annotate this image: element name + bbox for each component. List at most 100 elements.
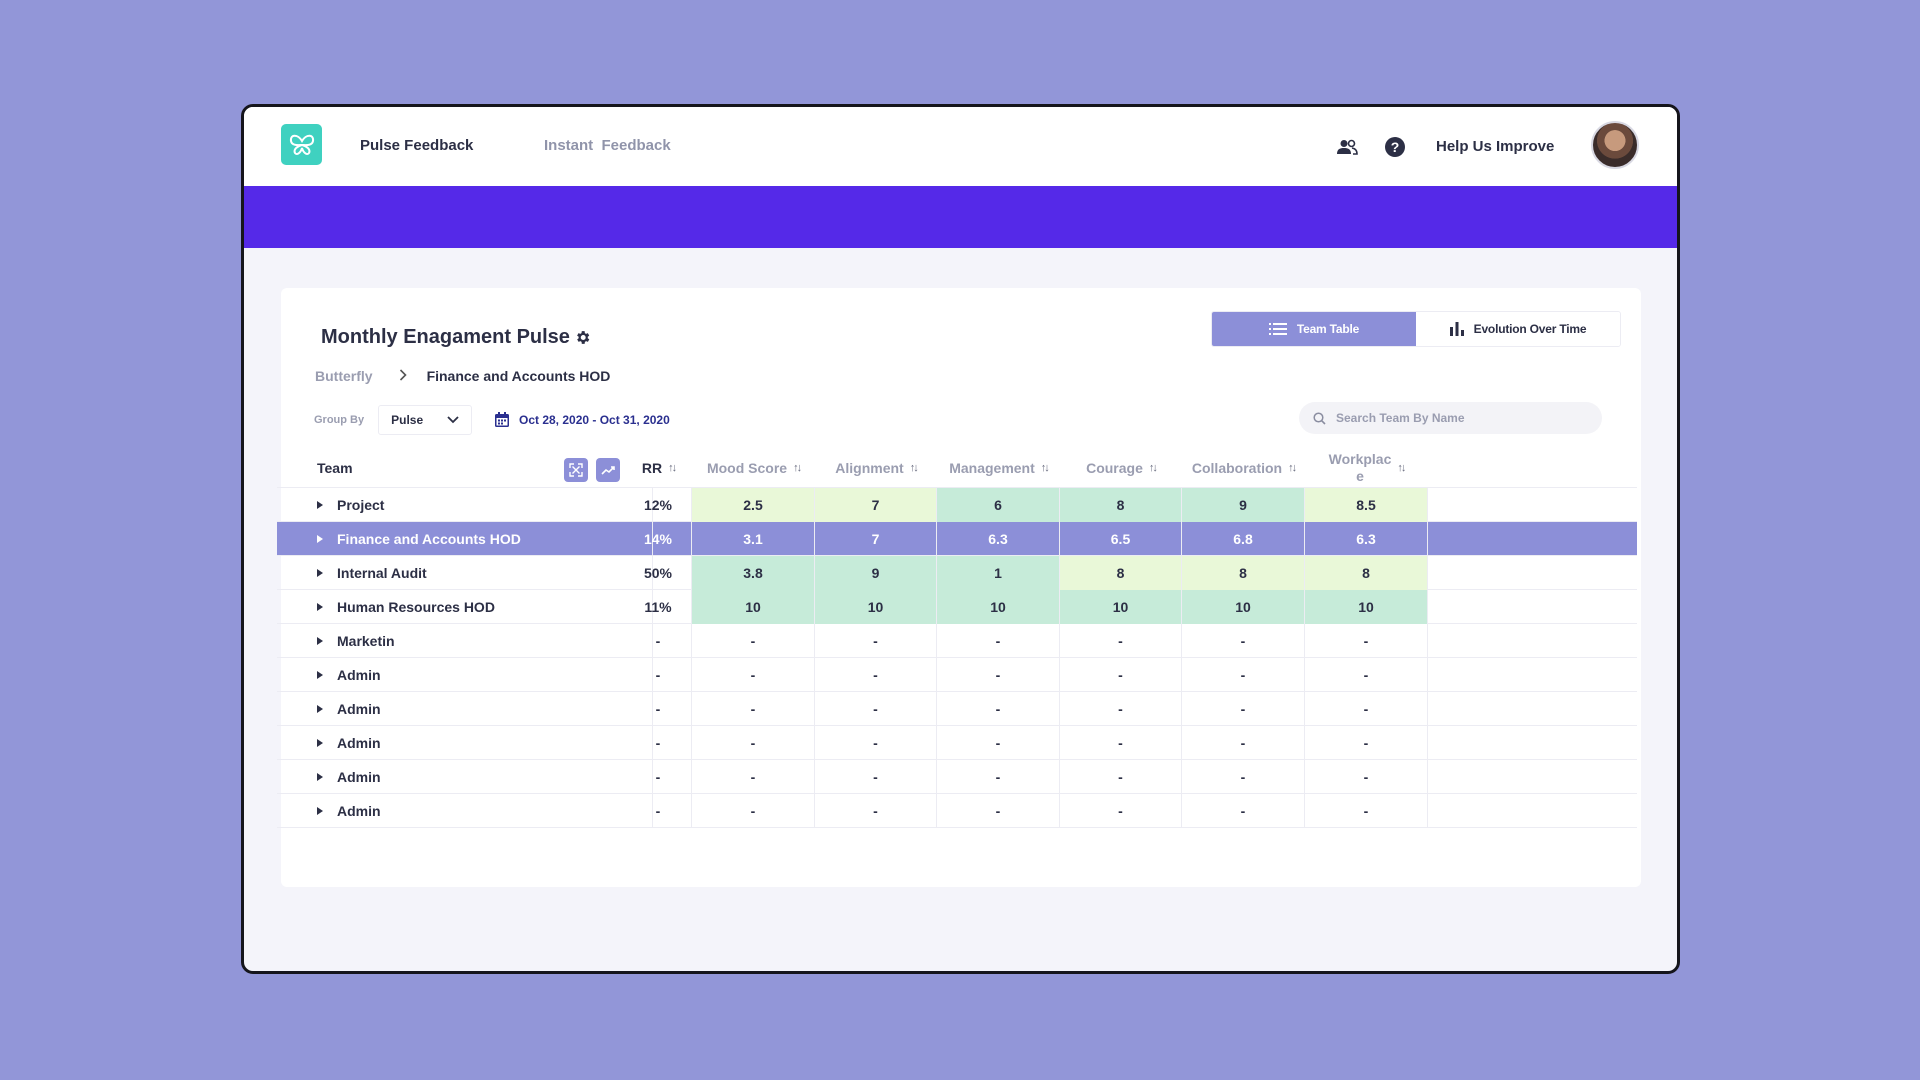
team-name: Admin — [337, 803, 381, 819]
table-row[interactable]: Admin - - - - - - - — [277, 726, 1637, 760]
team-name: Internal Audit — [337, 565, 427, 581]
sort-icon[interactable]: ↑↓ — [1040, 462, 1050, 474]
expand-caret-icon[interactable] — [317, 807, 323, 815]
score-cell: - — [937, 760, 1060, 794]
tab-team-table[interactable]: Team Table — [1212, 312, 1416, 346]
svg-text:?: ? — [1391, 139, 1400, 155]
score-cell: 8 — [1060, 556, 1182, 590]
score-cell: 8 — [1305, 556, 1428, 590]
group-by-select[interactable]: Pulse — [378, 405, 473, 435]
score-cell: - — [692, 624, 815, 658]
user-avatar[interactable] — [1591, 121, 1639, 169]
column-header-courage[interactable]: Courage ↑↓ — [1060, 448, 1182, 488]
table-row[interactable]: Project 12% 2.5 7 6 8 9 8.5 — [277, 488, 1637, 522]
sort-icon[interactable]: ↑↓ — [793, 462, 802, 474]
score-cell: 8 — [1182, 556, 1305, 590]
score-cell: - — [1305, 726, 1428, 760]
team-name: Marketin — [337, 633, 395, 649]
column-header-management[interactable]: Management ↑↓ — [937, 448, 1060, 488]
score-cell: 10 — [937, 590, 1060, 624]
expand-icon[interactable] — [564, 458, 588, 482]
nav-pulse-feedback[interactable]: Pulse Feedback — [360, 137, 474, 154]
expand-caret-icon[interactable] — [317, 773, 323, 781]
top-bar: Pulse Feedback Instant Feedback ? Help U… — [244, 107, 1677, 186]
score-cell: 1 — [937, 556, 1060, 590]
search-icon — [1313, 411, 1326, 425]
score-cell: - — [1060, 726, 1182, 760]
chevron-right-icon — [399, 368, 407, 384]
gear-icon[interactable] — [574, 329, 591, 346]
team-cell: Finance and Accounts HOD — [277, 522, 653, 556]
table-row[interactable]: Internal Audit 50% 3.8 9 1 8 8 8 — [277, 556, 1637, 590]
table-row[interactable]: Admin - - - - - - - — [277, 760, 1637, 794]
score-cell: 8.5 — [1305, 488, 1428, 522]
rr-cell: - — [625, 692, 692, 726]
sort-icon[interactable]: ↑↓ — [1397, 462, 1406, 474]
table-row[interactable]: Human Resources HOD 11% 10 10 10 10 10 10 — [277, 590, 1637, 624]
column-header-label: Management — [949, 460, 1035, 476]
rr-cell: - — [625, 794, 692, 828]
trend-icon[interactable] — [596, 458, 620, 482]
expand-caret-icon[interactable] — [317, 637, 323, 645]
score-cell: 7 — [815, 488, 937, 522]
breadcrumb-root[interactable]: Butterfly — [315, 368, 373, 384]
score-cell: - — [1305, 692, 1428, 726]
score-cell: 2.5 — [692, 488, 815, 522]
score-cell: - — [692, 692, 815, 726]
score-cell: - — [815, 726, 937, 760]
table-row[interactable]: Admin - - - - - - - — [277, 658, 1637, 692]
date-range-picker[interactable]: Oct 28, 2020 - Oct 31, 2020 — [495, 412, 670, 427]
table-row[interactable]: Marketin - - - - - - - — [277, 624, 1637, 658]
rr-cell: - — [625, 760, 692, 794]
expand-caret-icon[interactable] — [317, 671, 323, 679]
score-cell: 7 — [815, 522, 937, 556]
team-icon[interactable] — [1334, 134, 1360, 160]
sort-icon[interactable]: ↑↓ — [1148, 462, 1158, 474]
nav-instant-feedback[interactable]: Instant Feedback — [544, 137, 671, 154]
column-header-label: Mood Score — [706, 460, 788, 476]
score-cell: - — [815, 760, 937, 794]
score-cell: - — [815, 794, 937, 828]
sort-icon[interactable]: ↑↓ — [668, 462, 677, 474]
tab-evolution-over-time[interactable]: Evolution Over Time — [1416, 312, 1620, 346]
help-icon[interactable]: ? — [1382, 134, 1408, 160]
expand-caret-icon[interactable] — [317, 569, 323, 577]
team-cell: Admin — [277, 658, 653, 692]
column-header-rr[interactable]: RR ↑↓ — [625, 448, 692, 488]
table-row[interactable]: Finance and Accounts HOD 14% 3.1 7 6.3 6.5 6.8… — [277, 522, 1637, 556]
score-cell: - — [1060, 760, 1182, 794]
tab-evolution-label: Evolution Over Time — [1473, 322, 1587, 336]
score-cell: - — [937, 658, 1060, 692]
score-cell: 6.3 — [1305, 522, 1428, 556]
team-cell: Admin — [277, 760, 653, 794]
column-header-label: Collaboration — [1191, 460, 1283, 476]
sort-icon[interactable]: ↑↓ — [1288, 462, 1297, 474]
table-row[interactable]: Admin - - - - - - - — [277, 794, 1637, 828]
app-window: Pulse Feedback Instant Feedback ? Help U… — [241, 104, 1680, 974]
score-cell: 8 — [1060, 488, 1182, 522]
team-cell: Internal Audit — [277, 556, 653, 590]
expand-caret-icon[interactable] — [317, 535, 323, 543]
score-cell: - — [1182, 692, 1305, 726]
list-icon — [1268, 323, 1287, 335]
table-row[interactable]: Admin - - - - - - - — [277, 692, 1637, 726]
expand-caret-icon[interactable] — [317, 739, 323, 747]
score-cell: - — [937, 692, 1060, 726]
score-cell: - — [1060, 658, 1182, 692]
group-by-label: Group By — [314, 414, 365, 426]
column-header-alignment[interactable]: Alignment ↑↓ — [815, 448, 937, 488]
butterfly-logo-icon[interactable] — [281, 124, 322, 165]
search-input[interactable] — [1336, 411, 1576, 425]
column-header-mood-score[interactable]: Mood Score ↑↓ — [692, 448, 815, 488]
column-header-workplac-e[interactable]: Workplac e ↑↓ — [1305, 448, 1428, 488]
score-cell: - — [692, 760, 815, 794]
expand-caret-icon[interactable] — [317, 603, 323, 611]
breadcrumb-current: Finance and Accounts HOD — [426, 368, 611, 384]
column-header-collaboration[interactable]: Collaboration ↑↓ — [1182, 448, 1305, 488]
help-us-improve-link[interactable]: Help Us Improve — [1436, 138, 1555, 155]
sort-icon[interactable]: ↑↓ — [909, 462, 919, 474]
score-cell: - — [1060, 794, 1182, 828]
expand-caret-icon[interactable] — [317, 705, 323, 713]
expand-caret-icon[interactable] — [317, 501, 323, 509]
team-cell: Admin — [277, 794, 653, 828]
